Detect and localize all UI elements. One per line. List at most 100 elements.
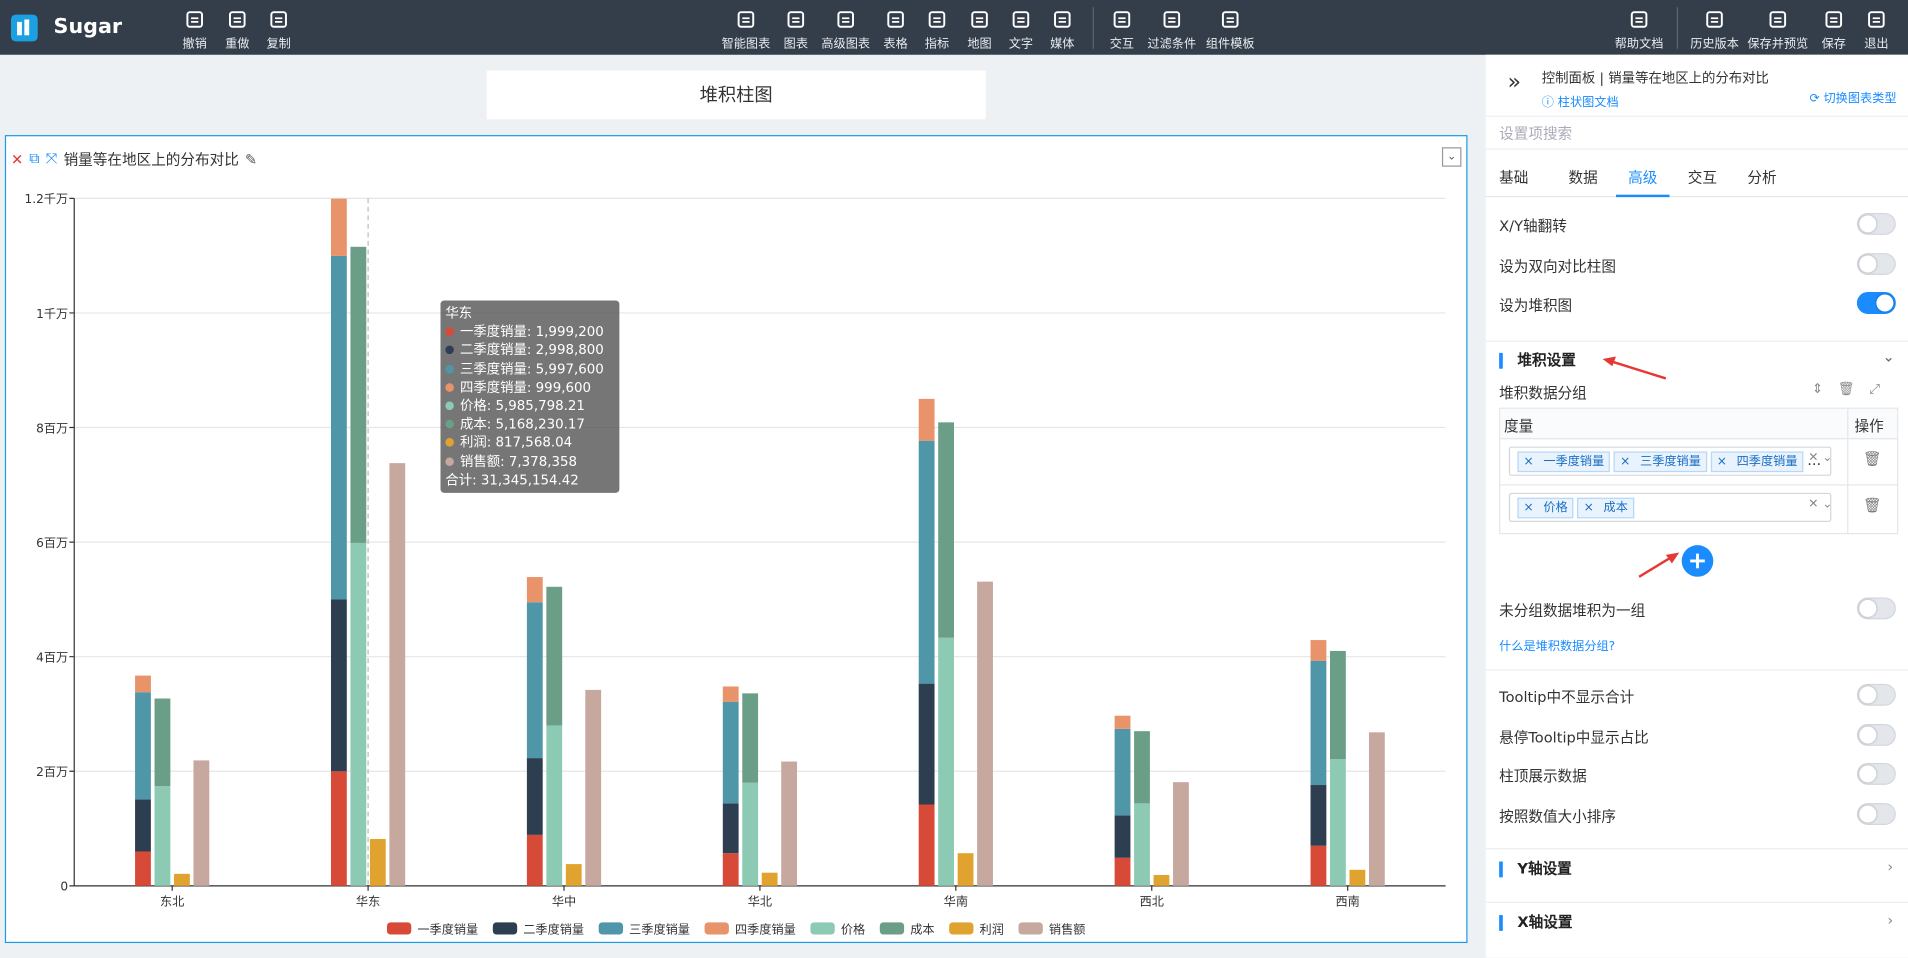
toolbar-button[interactable]: 地图 <box>967 7 992 52</box>
tab[interactable]: 数据 <box>1568 169 1598 187</box>
legend-label[interactable]: 利润 <box>979 923 1004 937</box>
toolbar-button[interactable]: 过滤条件 <box>1147 7 1196 51</box>
chevron[interactable]: ⌄ <box>1882 348 1895 366</box>
tag-remove[interactable]: × <box>1583 501 1594 515</box>
legend-swatch[interactable] <box>810 921 835 934</box>
edit-icon[interactable]: ✎ <box>244 150 258 168</box>
toolbar-label[interactable]: 指标 <box>924 37 950 52</box>
collapse-icon[interactable]: » <box>1507 69 1522 95</box>
legend-item[interactable]: 二季度销量 <box>492 919 585 937</box>
legend-label[interactable]: 价格 <box>840 923 866 937</box>
legend-item[interactable]: 三季度销量 <box>598 919 690 937</box>
toggle[interactable] <box>1856 683 1896 706</box>
toolbar-label[interactable]: 历史版本 <box>1690 37 1739 52</box>
toolbar-label[interactable]: 复制 <box>266 37 291 52</box>
legend-label[interactable]: 二季度销量 <box>523 923 585 937</box>
switch-type-text[interactable]: 切换图表类型 <box>1823 92 1897 106</box>
toolbar-button[interactable]: 历史版本 <box>1690 7 1739 51</box>
toolbar-button[interactable]: 保存 <box>1822 7 1846 51</box>
toggle[interactable] <box>1856 802 1896 825</box>
toolbar-button[interactable]: 图表 <box>784 7 808 51</box>
section-title[interactable]: X轴设置 <box>1499 914 1572 931</box>
help-link[interactable]: 什么是堆积数据分组? <box>1499 640 1616 654</box>
select-arrow[interactable]: ✕ ⌄ <box>1808 451 1833 465</box>
copy-icon[interactable]: ⧉ <box>29 149 40 167</box>
toggle[interactable] <box>1856 762 1896 785</box>
toolbar-label[interactable]: 重做 <box>225 37 250 52</box>
tab[interactable]: 交互 <box>1687 169 1717 187</box>
doc-link[interactable]: ⓘ 柱状图文档 <box>1541 96 1619 110</box>
toolbar-button[interactable]: 交互 <box>1110 7 1134 51</box>
tag-label[interactable]: 价格 <box>1543 501 1568 515</box>
toolbar-button[interactable]: 退出 <box>1864 7 1889 52</box>
toolbar-label[interactable]: 高级图表 <box>821 37 871 52</box>
toolbar-label[interactable]: 表格 <box>883 37 908 52</box>
measure-select[interactable]: × 一季度销量 × 三季度销量 × 四季度销量... <box>1508 446 1832 476</box>
toolbar-button[interactable]: 指标 <box>925 7 949 51</box>
legend-item[interactable]: 四季度销量 <box>704 919 796 937</box>
tag-label[interactable]: 四季度销量 <box>1736 455 1798 469</box>
legend-item[interactable]: 销售额 <box>1018 919 1085 937</box>
delete-icon[interactable]: 🗑 <box>1862 496 1882 514</box>
legend-label[interactable]: 三季度销量 <box>629 923 690 937</box>
tag-remove[interactable]: × <box>1523 501 1534 515</box>
legend-item[interactable]: 成本 <box>879 919 935 937</box>
section-title[interactable]: Y轴设置 <box>1499 861 1572 878</box>
tag[interactable]: × 四季度销量 <box>1710 451 1804 473</box>
legend-item[interactable]: 一季度销量 <box>386 919 479 937</box>
toggle[interactable] <box>1856 292 1896 314</box>
close-icon[interactable]: ✕ <box>10 150 24 168</box>
toolbar-button[interactable]: 帮助文档 <box>1615 7 1663 51</box>
toolbar-button[interactable]: 文字 <box>1009 7 1033 51</box>
toolbar-label[interactable]: 交互 <box>1109 37 1135 52</box>
toolbar-label[interactable]: 保存并预览 <box>1747 37 1809 52</box>
group-tools[interactable]: ⇕🗑⤢ <box>1811 380 1895 397</box>
select-arrow[interactable]: ✕ ⌄ <box>1808 497 1833 512</box>
tag-remove[interactable]: × <box>1716 455 1727 469</box>
dropdown[interactable]: ⌄ <box>1441 147 1462 167</box>
doc-link-text[interactable]: 柱状图文档 <box>1557 96 1619 110</box>
toolbar-label[interactable]: 撤销 <box>182 37 207 52</box>
toggle[interactable] <box>1856 252 1896 275</box>
legend-label[interactable]: 成本 <box>910 923 935 937</box>
toggle[interactable] <box>1856 597 1896 620</box>
legend-swatch[interactable] <box>704 921 729 934</box>
chevron[interactable]: › <box>1887 911 1894 929</box>
toolbar-label[interactable]: 地图 <box>967 37 992 52</box>
toggle[interactable] <box>1856 723 1896 746</box>
toggle[interactable] <box>1856 212 1896 235</box>
toolbar-button[interactable]: 表格 <box>883 7 908 52</box>
expand-icon[interactable]: ⤧ <box>45 149 58 167</box>
legend-swatch[interactable] <box>949 921 974 934</box>
legend-label[interactable]: 一季度销量 <box>417 923 479 937</box>
legend-swatch[interactable] <box>1018 921 1043 934</box>
legend-swatch[interactable] <box>386 921 412 934</box>
legend-item[interactable]: 价格 <box>810 919 865 937</box>
toolbar-label[interactable]: 媒体 <box>1050 37 1075 52</box>
legend-item[interactable]: 利润 <box>949 919 1004 937</box>
tag[interactable]: × 三季度销量 <box>1614 451 1707 473</box>
toolbar-label[interactable]: 保存 <box>1821 37 1846 52</box>
measure-select[interactable]: × 价格 × 成本 <box>1508 492 1832 523</box>
toolbar-button[interactable]: 复制 <box>266 7 291 52</box>
toolbar-button[interactable]: 重做 <box>225 7 249 51</box>
toolbar-label[interactable]: 组件模板 <box>1205 37 1255 52</box>
legend-label[interactable]: 四季度销量 <box>734 923 796 937</box>
toolbar-button[interactable]: 撤销 <box>183 7 207 51</box>
tag-label[interactable]: 三季度销量 <box>1640 455 1701 469</box>
tag-remove[interactable]: × <box>1523 455 1534 469</box>
delete-icon[interactable]: 🗑 <box>1862 450 1882 468</box>
toolbar-button[interactable]: 保存并预览 <box>1747 7 1808 51</box>
legend-swatch[interactable] <box>598 921 624 934</box>
tag-label[interactable]: 成本 <box>1603 501 1628 515</box>
toolbar-label[interactable]: 退出 <box>1864 37 1889 52</box>
toolbar-label[interactable]: 图表 <box>783 37 808 52</box>
tag-label[interactable]: 一季度销量 <box>1543 455 1605 469</box>
toolbar-button[interactable]: 智能图表 <box>722 7 770 51</box>
legend-label[interactable]: 销售额 <box>1048 923 1086 937</box>
toolbar-button[interactable]: 高级图表 <box>821 7 870 51</box>
tag[interactable]: × 一季度销量 <box>1517 451 1611 473</box>
switch-type[interactable]: ⟳ 切换图表类型 <box>1809 92 1897 106</box>
toolbar-label[interactable]: 文字 <box>1008 37 1034 52</box>
tag-remove[interactable]: × <box>1620 455 1631 469</box>
